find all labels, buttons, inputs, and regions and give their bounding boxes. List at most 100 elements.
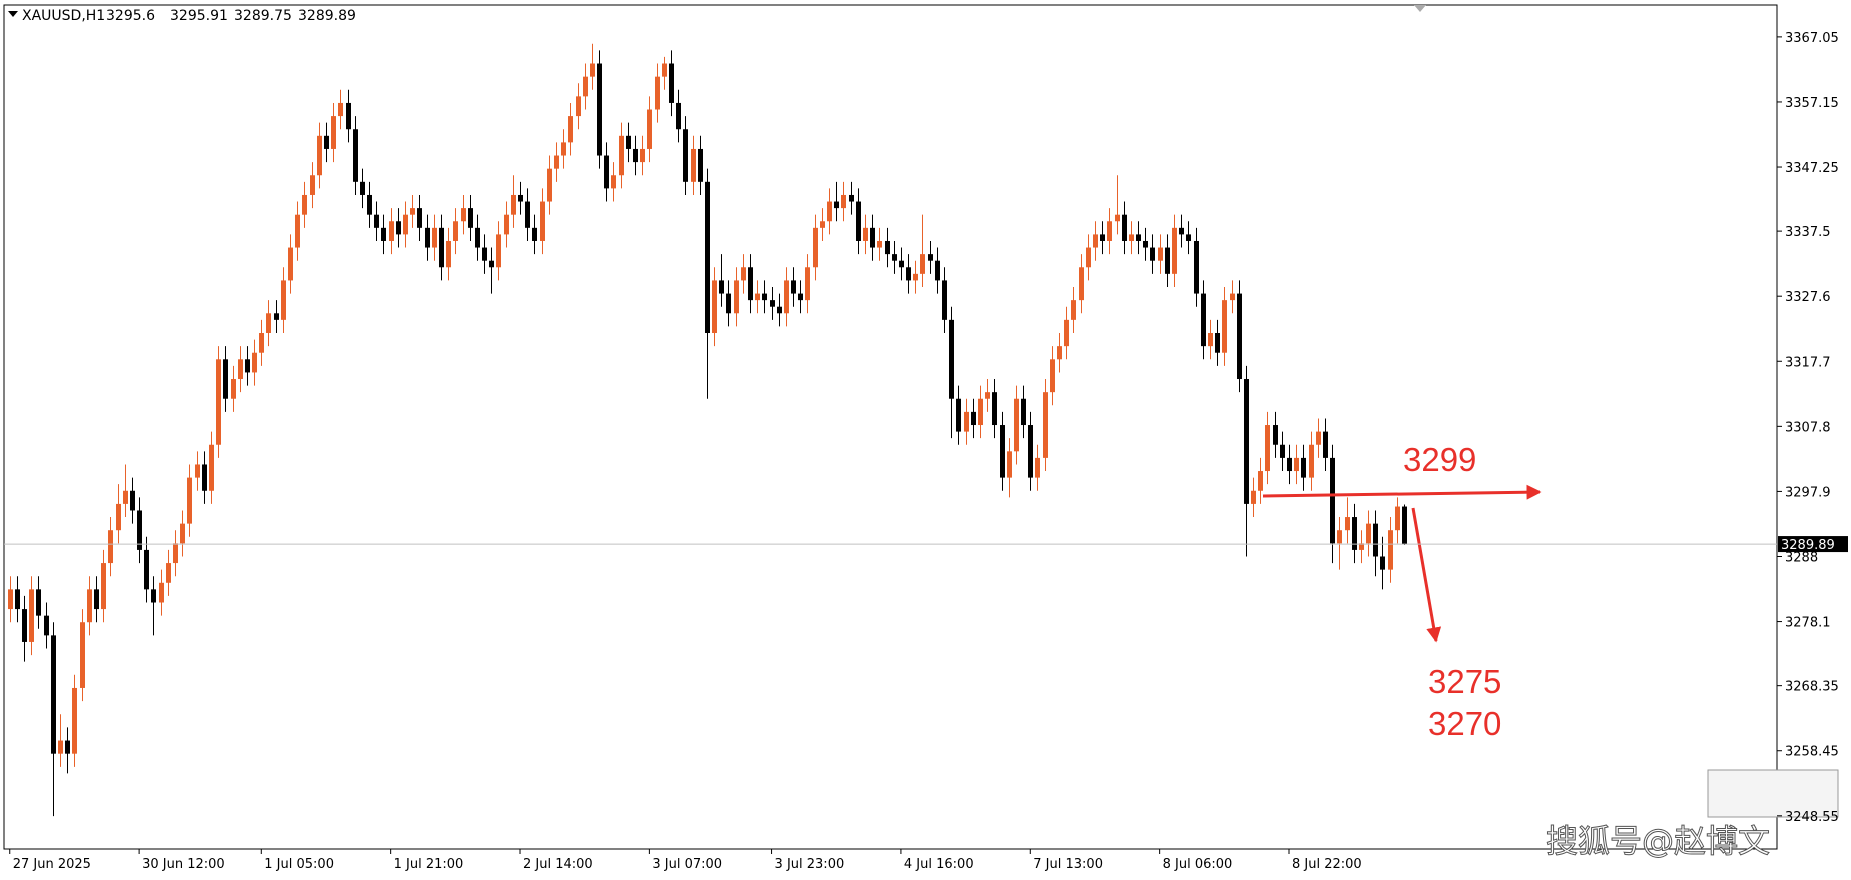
- candle-body: [856, 201, 861, 241]
- candle-body: [130, 490, 135, 511]
- candle-body: [1150, 247, 1155, 261]
- candle-body: [72, 687, 77, 754]
- x-tick-label: 3 Jul 23:00: [775, 857, 845, 872]
- candle-body: [762, 293, 767, 301]
- y-tick-label: 3367.05: [1785, 31, 1839, 46]
- candle-body: [1021, 398, 1026, 426]
- candle-body: [726, 293, 731, 314]
- candle-body: [108, 530, 113, 564]
- candle-body: [123, 490, 128, 504]
- candle-body: [1388, 530, 1393, 570]
- candle-body: [446, 240, 451, 268]
- candle-body: [281, 280, 286, 320]
- candle-body: [266, 313, 271, 334]
- candle-body: [647, 109, 652, 149]
- candle-body: [374, 214, 379, 228]
- candle-body: [770, 300, 775, 307]
- header-high: 3295.91: [170, 8, 228, 24]
- candle-body: [338, 102, 343, 117]
- candle-body: [820, 221, 825, 228]
- candle-body: [367, 194, 372, 215]
- x-tick-label: 30 Jun 12:00: [142, 857, 225, 872]
- plot-frame: [3, 4, 1778, 850]
- candle-body: [1043, 392, 1048, 458]
- candle-body: [1345, 517, 1350, 531]
- candle-body: [8, 589, 13, 610]
- x-tick-label: 8 Jul 22:00: [1292, 857, 1362, 872]
- y-tick-label: 3297.9: [1785, 485, 1831, 500]
- candle-body: [741, 267, 746, 281]
- candle-body: [583, 76, 588, 97]
- candle-body: [1244, 379, 1249, 504]
- candle-body: [662, 63, 667, 77]
- candle-body: [94, 589, 99, 610]
- candle-body: [540, 201, 545, 241]
- candle-body: [511, 194, 516, 215]
- candle-body: [1194, 240, 1199, 294]
- candle-body: [748, 267, 753, 301]
- candle-body: [1086, 247, 1091, 268]
- candle-body: [755, 293, 760, 301]
- candle-body: [928, 254, 933, 261]
- annotation: 3299: [1403, 441, 1476, 478]
- candle-body: [1158, 247, 1163, 261]
- candle-body: [22, 609, 27, 642]
- candle-body: [173, 543, 178, 564]
- candle-body: [396, 221, 401, 235]
- candle-body: [1064, 319, 1069, 347]
- candle-body: [403, 214, 408, 235]
- y-tick-label: 3248.55: [1785, 810, 1839, 825]
- candle-body: [1143, 240, 1148, 248]
- candle-body: [885, 240, 890, 255]
- candle-body: [1179, 227, 1184, 235]
- candle-body: [834, 201, 839, 209]
- candle-body: [58, 740, 63, 754]
- candle-body: [611, 175, 616, 189]
- candle-body: [1359, 543, 1364, 550]
- candle-body: [1093, 234, 1098, 248]
- arrow-down: [1411, 507, 1442, 643]
- candle-body: [1014, 398, 1019, 452]
- candle-body: [482, 247, 487, 261]
- candle-body: [719, 280, 724, 294]
- candle-body: [1352, 517, 1357, 550]
- candle-body: [302, 194, 307, 215]
- candle-body: [310, 175, 315, 195]
- candle-body: [590, 63, 595, 77]
- candle-body: [331, 116, 336, 149]
- header-low: 3289.75: [234, 8, 292, 24]
- candle-body: [144, 549, 149, 590]
- candle-body: [1079, 267, 1084, 301]
- candle-body: [1337, 530, 1342, 544]
- candle-body: [640, 148, 645, 163]
- candle-body: [360, 181, 365, 195]
- candle-body: [655, 76, 660, 110]
- candle-body: [626, 135, 631, 149]
- candle-body: [1251, 490, 1256, 504]
- candle-body: [619, 135, 624, 176]
- candle-body: [137, 510, 142, 550]
- candle-body: [1330, 457, 1335, 544]
- candle-body: [518, 194, 523, 202]
- candle-body: [525, 201, 530, 228]
- candle-body: [245, 359, 250, 373]
- candle-body: [777, 306, 782, 314]
- candle-body: [1230, 293, 1235, 301]
- candle-body: [425, 227, 430, 248]
- candle-body: [223, 359, 228, 399]
- candle-body: [468, 208, 473, 228]
- candle-body: [1122, 214, 1127, 241]
- y-tick-label: 3278.1: [1785, 616, 1831, 631]
- stamp: [1707, 769, 1839, 818]
- candle-body: [870, 227, 875, 248]
- price-label: 3289.89: [1781, 538, 1835, 553]
- candle-body: [209, 444, 214, 491]
- candle-body: [80, 622, 85, 688]
- candle-body: [1136, 234, 1141, 241]
- candle-body: [892, 254, 897, 261]
- candle-body: [906, 267, 911, 281]
- candle-body: [389, 221, 394, 241]
- candle-body: [920, 254, 925, 274]
- candle-body: [346, 102, 351, 130]
- candle-body: [353, 129, 358, 182]
